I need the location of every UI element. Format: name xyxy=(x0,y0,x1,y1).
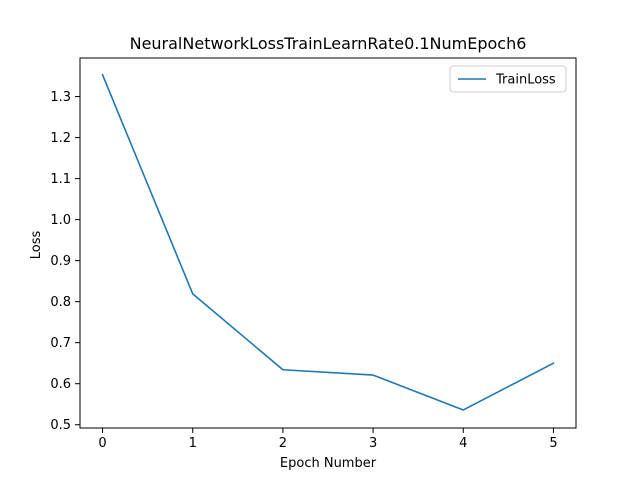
y-axis-label: Loss xyxy=(29,231,44,260)
series-line-0 xyxy=(101,73,555,411)
y-tick-label: 1.0 xyxy=(50,213,71,228)
y-tick-label: 0.9 xyxy=(50,254,71,269)
axes-frame xyxy=(79,57,577,429)
chart-title: NeuralNetworkLossTrainLearnRate0.1NumEpo… xyxy=(130,34,527,53)
y-tick-label: 0.7 xyxy=(50,336,71,351)
x-tick-label: 4 xyxy=(459,436,467,451)
y-tick-label: 1.3 xyxy=(50,90,71,105)
x-tick-label: 0 xyxy=(98,436,106,451)
x-tick-label: 5 xyxy=(549,436,557,451)
x-axis-label: Epoch Number xyxy=(280,456,377,471)
plot-area: 0 1 2 3 4 5 0.5 0.6 0.7 0.8 0.9 1.0 1.1 1.2 1.3 TrainLo… xyxy=(50,57,577,451)
y-tick-label: 1.1 xyxy=(50,172,71,187)
x-tick-label: 3 xyxy=(369,436,377,451)
y-tick-label: 1.2 xyxy=(50,131,71,146)
y-tick-label: 0.6 xyxy=(50,377,71,392)
legend-box xyxy=(449,65,567,93)
y-tick-label: 0.5 xyxy=(50,418,71,433)
legend-entry: TrainLoss xyxy=(495,73,556,88)
x-tick-label: 1 xyxy=(189,436,197,451)
x-tick-label: 2 xyxy=(279,436,287,451)
y-tick-label: 0.8 xyxy=(50,295,71,310)
